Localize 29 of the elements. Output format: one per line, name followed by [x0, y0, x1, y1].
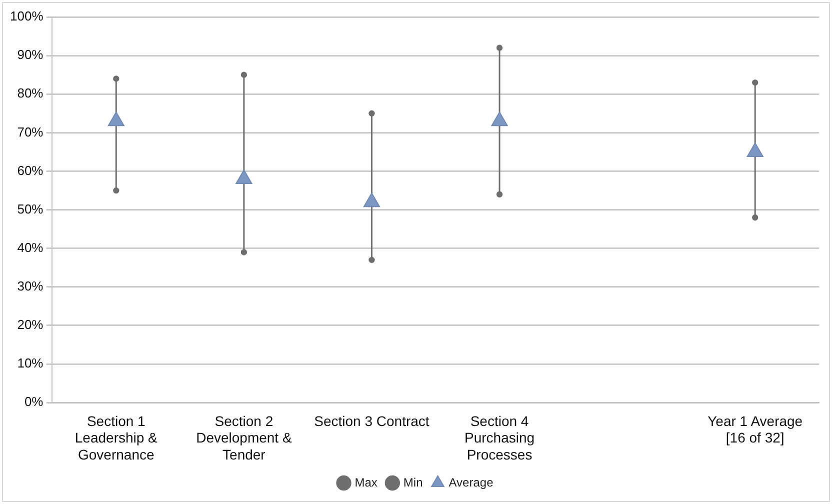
legend-label: Average — [448, 475, 494, 490]
point — [752, 79, 758, 86]
point — [496, 191, 503, 198]
point — [368, 256, 375, 264]
legend-label: Max — [354, 475, 378, 490]
x-tick-label: Section 2 Development & Tender — [196, 412, 292, 462]
legend-label: Min — [403, 475, 423, 490]
point — [368, 110, 375, 116]
y-tick-label: 90% — [17, 47, 44, 62]
y-tick-label: 50% — [17, 201, 44, 216]
y-tick-label: 0% — [24, 394, 44, 410]
point — [240, 72, 248, 78]
y-tick-label: 80% — [17, 86, 44, 101]
point — [240, 249, 248, 256]
point — [113, 76, 120, 82]
y-tick-label: 100% — [10, 8, 44, 24]
point — [113, 187, 120, 194]
x-tick-label: Year 1 Average [16 of 32] — [708, 412, 803, 446]
x-tick-label: Section 3 Contract — [314, 412, 430, 429]
x-tick-label: Section 4 Purchasing Processes — [464, 412, 535, 462]
y-tick-label: 70% — [17, 124, 44, 140]
point — [752, 214, 758, 221]
y-tick-label: 60% — [17, 162, 44, 178]
y-tick-label: 40% — [17, 240, 44, 255]
point — [496, 44, 503, 51]
x-tick-label: Section 1 Leadership & Governance — [74, 412, 158, 462]
y-tick-label: 10% — [17, 356, 44, 371]
y-tick-label: 30% — [17, 278, 44, 294]
y-tick-label: 20% — [17, 317, 44, 332]
